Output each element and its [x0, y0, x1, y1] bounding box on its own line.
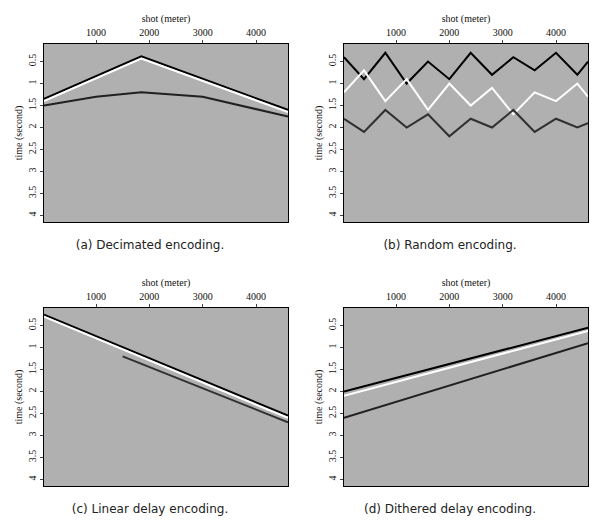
svg-text:time (second): time (second)	[13, 370, 25, 425]
svg-text:3000: 3000	[193, 27, 213, 38]
svg-text:3.5: 3.5	[327, 450, 338, 463]
svg-text:1: 1	[27, 80, 38, 85]
svg-text:1000: 1000	[86, 291, 106, 302]
svg-text:1.5: 1.5	[27, 98, 38, 111]
html-text:(b) Random encoding.: (b) Random encoding.	[383, 238, 517, 252]
svg-text:1: 1	[327, 80, 338, 85]
svg-text:3000: 3000	[193, 291, 213, 302]
svg-text:3000: 3000	[493, 27, 513, 38]
svg-text:2.5: 2.5	[27, 142, 38, 155]
svg-text:time (second): time (second)	[313, 370, 325, 425]
svg-text:3.5: 3.5	[27, 450, 38, 463]
svg-text:3.5: 3.5	[27, 186, 38, 199]
svg-text:2: 2	[27, 388, 38, 393]
svg-text:2: 2	[327, 388, 338, 393]
svg-text:1: 1	[27, 344, 38, 349]
svg-text:0.5: 0.5	[327, 318, 338, 331]
svg-text:time (second): time (second)	[13, 106, 25, 161]
svg-text:3000: 3000	[493, 291, 513, 302]
svg-text:3.5: 3.5	[327, 186, 338, 199]
svg-text:3: 3	[27, 431, 38, 436]
svg-text:4: 4	[27, 475, 38, 480]
html-text:(c) Linear delay encoding.: (c) Linear delay encoding.	[71, 502, 229, 516]
svg-text:3: 3	[327, 431, 338, 436]
svg-text:1.5: 1.5	[327, 362, 338, 375]
svg-text:shot (meter): shot (meter)	[442, 277, 491, 289]
svg-text:2: 2	[27, 124, 38, 129]
svg-text:2000: 2000	[139, 27, 159, 38]
svg-text:shot (meter): shot (meter)	[442, 13, 491, 25]
svg-text:2.5: 2.5	[327, 142, 338, 155]
svg-text:4: 4	[327, 475, 338, 480]
svg-text:4: 4	[327, 211, 338, 216]
svg-text:4: 4	[27, 211, 38, 216]
svg-text:4000: 4000	[546, 291, 566, 302]
svg-text:1.5: 1.5	[327, 98, 338, 111]
svg-text:2.5: 2.5	[327, 406, 338, 419]
html-text:(d) Dithered delay encoding.: (d) Dithered delay encoding.	[364, 502, 536, 516]
svg-text:time (second): time (second)	[313, 106, 325, 161]
svg-text:shot (meter): shot (meter)	[142, 13, 191, 25]
svg-text:3: 3	[27, 167, 38, 172]
svg-text:1000: 1000	[386, 27, 406, 38]
svg-text:1000: 1000	[86, 27, 106, 38]
svg-text:2000: 2000	[439, 27, 459, 38]
svg-text:2000: 2000	[139, 291, 159, 302]
svg-text:4000: 4000	[546, 27, 566, 38]
svg-text:2: 2	[327, 124, 338, 129]
svg-text:shot (meter): shot (meter)	[142, 277, 191, 289]
svg-text:1000: 1000	[386, 291, 406, 302]
svg-text:0.5: 0.5	[27, 54, 38, 67]
svg-text:2.5: 2.5	[27, 406, 38, 419]
svg-text:2000: 2000	[439, 291, 459, 302]
svg-text:0.5: 0.5	[327, 54, 338, 67]
svg-text:0.5: 0.5	[27, 318, 38, 331]
svg-text:3: 3	[327, 167, 338, 172]
svg-text:1.5: 1.5	[27, 362, 38, 375]
svg-text:4000: 4000	[246, 291, 266, 302]
svg-text:1: 1	[327, 344, 338, 349]
html-text:(a) Decimated encoding.: (a) Decimated encoding.	[75, 238, 225, 252]
svg-text:4000: 4000	[246, 27, 266, 38]
